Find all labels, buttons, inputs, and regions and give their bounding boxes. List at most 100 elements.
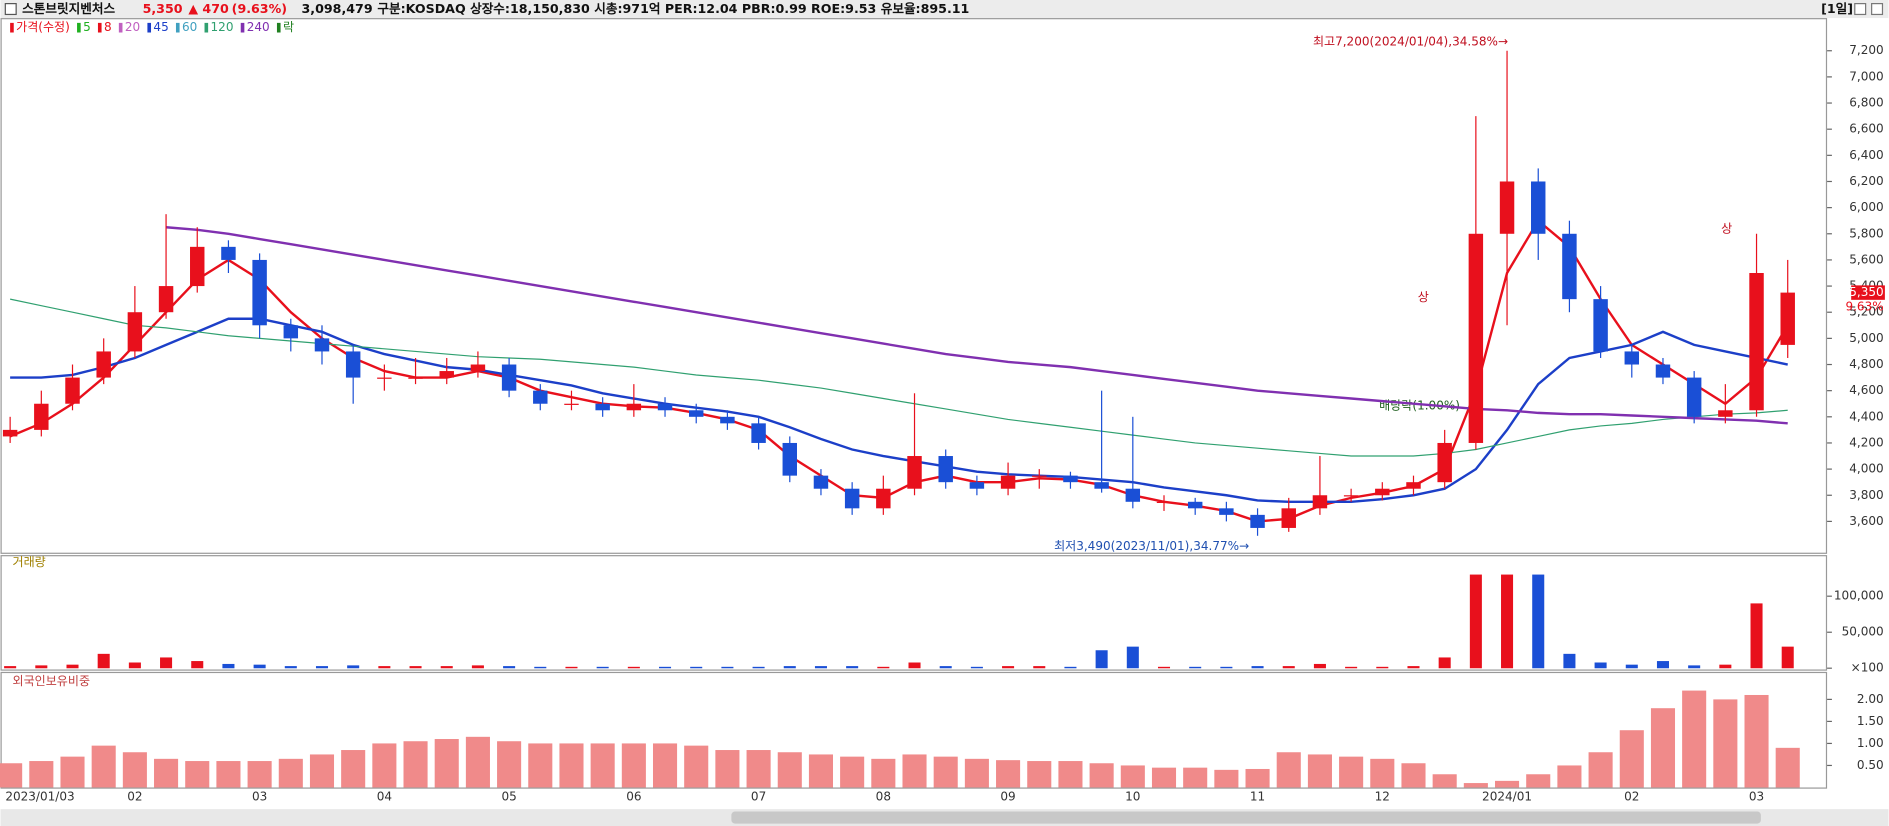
annotation-limit: 상 [1721, 221, 1732, 235]
bar [91, 745, 116, 788]
bar [871, 758, 896, 788]
bar [1526, 774, 1551, 788]
candle-body [252, 259, 267, 326]
bar [372, 743, 397, 788]
x-tick-label: 07 [751, 790, 766, 804]
legend-label: 120 [211, 20, 234, 34]
y-tick-label: 1.50 [1857, 714, 1884, 728]
price-tag-label: 5,350 [1849, 285, 1883, 299]
y-tick-label: 4,400 [1849, 409, 1883, 423]
window-button[interactable] [1854, 3, 1867, 16]
period[interactable]: [1일] [1821, 1, 1853, 16]
y-tick-label: 1.00 [1857, 736, 1884, 750]
candle-body [938, 456, 953, 483]
y-tick-label: 5,800 [1849, 226, 1883, 240]
bar [278, 758, 303, 788]
bar [721, 666, 734, 669]
candle-body [1156, 501, 1172, 503]
legend-swatch [240, 22, 245, 33]
bar [846, 666, 859, 669]
bar [939, 666, 952, 669]
bar [1313, 663, 1326, 669]
volume: 3,098,479 [302, 1, 373, 16]
bar [1345, 666, 1358, 669]
y-tick-label: 4,000 [1849, 462, 1883, 476]
bar [1183, 767, 1208, 788]
y-tick-label: 0.50 [1857, 758, 1884, 772]
bar [378, 666, 391, 669]
bar [1126, 646, 1139, 669]
bar [465, 736, 490, 788]
candle-body [1562, 233, 1577, 300]
ma-line [165, 226, 1788, 425]
x-tick-label: 12 [1375, 790, 1390, 804]
y-tick-label: 6,000 [1849, 200, 1883, 214]
bar [1157, 666, 1171, 669]
bar [684, 745, 709, 788]
bar [1245, 768, 1270, 788]
bar [1469, 574, 1482, 669]
bar [1251, 666, 1264, 669]
bar [471, 665, 484, 669]
bar [1588, 752, 1613, 788]
bar [1688, 665, 1701, 669]
panel-title: 외국인보유비중 [13, 674, 90, 688]
bar [746, 750, 771, 788]
y-tick-label: 100,000 [1834, 589, 1884, 603]
bar [1656, 661, 1669, 669]
legend-swatch [175, 22, 180, 33]
candle-body [564, 403, 579, 405]
bar [783, 666, 796, 669]
volume-panel [0, 555, 1828, 671]
bar [1214, 769, 1239, 788]
bar [814, 666, 827, 669]
bar [1563, 653, 1576, 669]
bar [440, 666, 453, 669]
legend-swatch [276, 22, 281, 33]
candle-body [720, 416, 735, 424]
bar [1089, 763, 1114, 788]
bar [160, 657, 173, 669]
bar [1501, 574, 1514, 669]
window-button[interactable] [1871, 3, 1884, 16]
y-tick-label: 5,000 [1849, 331, 1883, 345]
y-tick-label: 7,000 [1849, 69, 1883, 83]
bar [996, 760, 1021, 788]
candle-body [1437, 442, 1452, 483]
bar [247, 761, 272, 788]
bar [596, 666, 609, 669]
x-tick-label: 02 [127, 790, 142, 804]
bar [808, 754, 834, 788]
y-tick-label: 4,200 [1849, 435, 1883, 449]
candle-body [377, 377, 392, 379]
change-pct: (9.63%) [232, 1, 287, 16]
legend-swatch [204, 22, 209, 33]
candle-body [439, 371, 454, 378]
candle-body [314, 338, 330, 352]
candle-body [1593, 299, 1608, 352]
bar [1719, 664, 1732, 669]
bar [1463, 783, 1488, 788]
candle-body [1780, 292, 1795, 345]
change-tag-label: 9.63% [1845, 300, 1883, 314]
bar [1781, 646, 1794, 669]
annotation-limit: 상 [1418, 290, 1429, 304]
bar [122, 752, 147, 788]
bar [621, 743, 646, 788]
candle-body [751, 423, 766, 443]
bar [1189, 666, 1202, 669]
price-tag [1851, 285, 1885, 300]
checkbox[interactable] [4, 3, 17, 16]
x-tick-label: 08 [876, 790, 891, 804]
legend-swatch [10, 22, 14, 33]
candle-body [2, 429, 18, 437]
candle-body [782, 442, 797, 476]
x-tick-label: 06 [626, 790, 641, 804]
bar [1307, 754, 1332, 788]
candle-body [158, 286, 174, 313]
x-tick-label: 03 [1749, 790, 1764, 804]
y-tick-label: 5,200 [1849, 305, 1883, 319]
bar [1064, 666, 1077, 669]
scroll-thumb[interactable] [731, 811, 1761, 824]
